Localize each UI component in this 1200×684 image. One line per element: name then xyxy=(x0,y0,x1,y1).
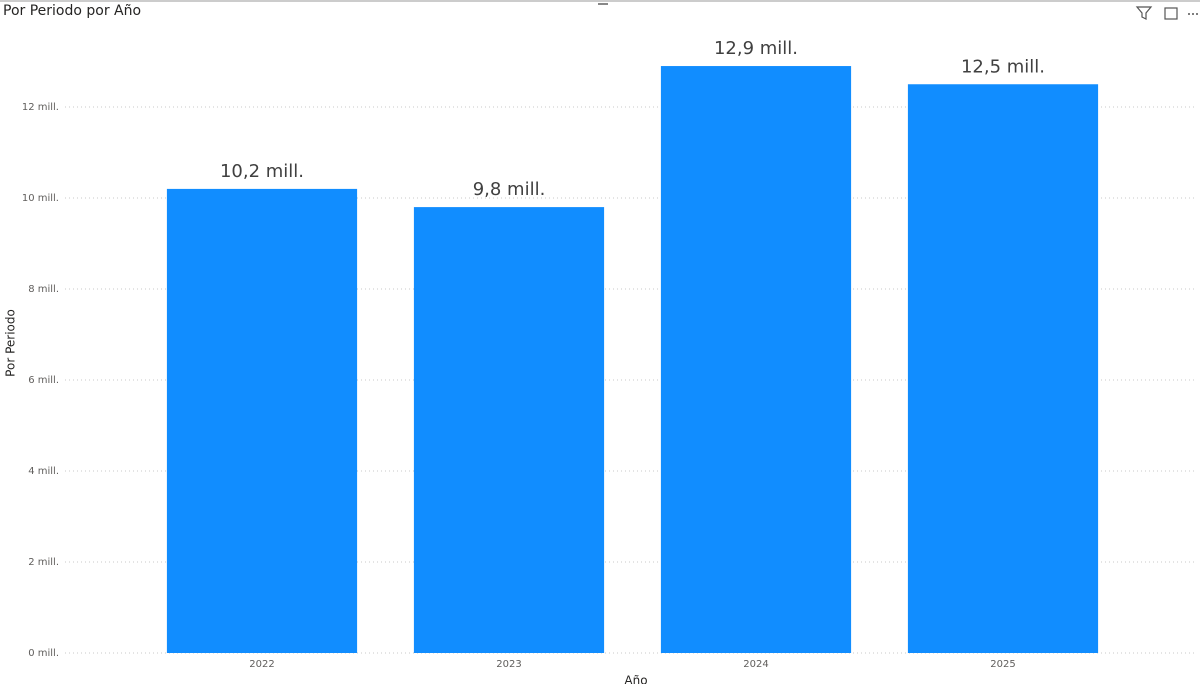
x-axis-title: Año xyxy=(624,674,647,684)
x-tick-label: 2024 xyxy=(743,659,768,670)
bar xyxy=(907,84,1099,653)
y-tick-label: 12 mill. xyxy=(22,102,59,113)
y-tick-label: 2 mill. xyxy=(28,557,59,568)
chart-title: Por Periodo por Año xyxy=(3,3,141,19)
y-tick-label: 10 mill. xyxy=(22,193,59,204)
bar xyxy=(166,188,358,653)
focus-mode-icon[interactable] xyxy=(1164,7,1178,20)
x-tick-label: 2022 xyxy=(249,659,274,670)
value-label: 10,2 mill. xyxy=(220,161,304,182)
bar xyxy=(660,66,852,654)
y-axis-title: Por Periodo xyxy=(4,309,18,377)
x-tick-label: 2023 xyxy=(496,659,521,670)
y-tick-label: 6 mill. xyxy=(28,375,59,386)
visual-header-icons xyxy=(1135,6,1198,20)
y-tick-label: 8 mill. xyxy=(28,284,59,295)
value-label: 12,9 mill. xyxy=(714,38,798,59)
more-options-icon[interactable] xyxy=(1188,13,1198,15)
value-label: 9,8 mill. xyxy=(473,179,546,200)
value-label: 12,5 mill. xyxy=(961,56,1045,77)
y-tick-label: 0 mill. xyxy=(28,648,59,659)
filter-icon[interactable] xyxy=(1135,6,1153,20)
x-tick-label: 2025 xyxy=(990,659,1015,670)
bar xyxy=(413,207,605,653)
y-tick-label: 4 mill. xyxy=(28,466,59,477)
